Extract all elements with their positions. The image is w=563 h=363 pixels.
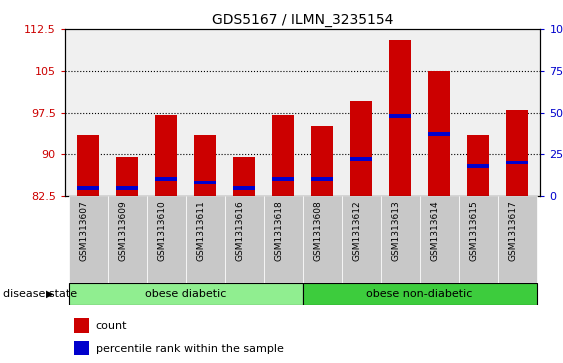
Bar	[117, 157, 138, 196]
FancyBboxPatch shape	[69, 283, 303, 305]
Bar	[234, 157, 255, 196]
Text: GSM1313611: GSM1313611	[196, 200, 205, 261]
Text: obese diabetic: obese diabetic	[145, 289, 226, 299]
FancyBboxPatch shape	[459, 196, 498, 285]
Text: GSM1313615: GSM1313615	[469, 200, 478, 261]
Title: GDS5167 / ILMN_3235154: GDS5167 / ILMN_3235154	[212, 13, 394, 26]
Bar	[272, 178, 294, 181]
Bar	[78, 135, 99, 196]
FancyBboxPatch shape	[225, 196, 263, 285]
Bar	[506, 110, 528, 196]
Bar	[155, 115, 177, 196]
Text: GSM1313609: GSM1313609	[118, 200, 127, 261]
Bar	[194, 135, 216, 196]
FancyBboxPatch shape	[263, 196, 303, 285]
Text: GSM1313614: GSM1313614	[430, 200, 439, 261]
Text: disease state: disease state	[3, 289, 77, 299]
Bar	[74, 318, 88, 333]
Bar	[194, 181, 216, 184]
Bar	[311, 126, 333, 196]
Bar	[155, 178, 177, 181]
Text: GSM1313613: GSM1313613	[391, 200, 400, 261]
Text: GSM1313612: GSM1313612	[352, 200, 361, 261]
Bar	[390, 40, 411, 196]
Bar	[311, 178, 333, 181]
Bar	[234, 186, 255, 189]
Bar	[78, 186, 99, 189]
Bar	[350, 158, 372, 161]
Text: ▶: ▶	[46, 289, 53, 299]
FancyBboxPatch shape	[342, 196, 381, 285]
Bar	[350, 101, 372, 196]
FancyBboxPatch shape	[69, 196, 108, 285]
Bar	[428, 71, 450, 196]
Text: count: count	[96, 321, 127, 331]
Text: GSM1313616: GSM1313616	[235, 200, 244, 261]
FancyBboxPatch shape	[303, 283, 537, 305]
FancyBboxPatch shape	[186, 196, 225, 285]
FancyBboxPatch shape	[419, 196, 459, 285]
FancyBboxPatch shape	[498, 196, 537, 285]
Text: GSM1313617: GSM1313617	[508, 200, 517, 261]
Bar	[467, 164, 489, 168]
Text: GSM1313608: GSM1313608	[313, 200, 322, 261]
Bar	[272, 115, 294, 196]
Text: GSM1313610: GSM1313610	[157, 200, 166, 261]
Bar	[74, 341, 88, 355]
FancyBboxPatch shape	[146, 196, 186, 285]
Text: GSM1313607: GSM1313607	[79, 200, 88, 261]
Text: GSM1313618: GSM1313618	[274, 200, 283, 261]
FancyBboxPatch shape	[381, 196, 419, 285]
Text: percentile rank within the sample: percentile rank within the sample	[96, 344, 284, 354]
Bar	[428, 132, 450, 136]
Bar	[467, 135, 489, 196]
Text: obese non-diabetic: obese non-diabetic	[367, 289, 473, 299]
Bar	[117, 186, 138, 189]
Bar	[390, 114, 411, 118]
FancyBboxPatch shape	[303, 196, 342, 285]
FancyBboxPatch shape	[108, 196, 146, 285]
Bar	[506, 161, 528, 164]
